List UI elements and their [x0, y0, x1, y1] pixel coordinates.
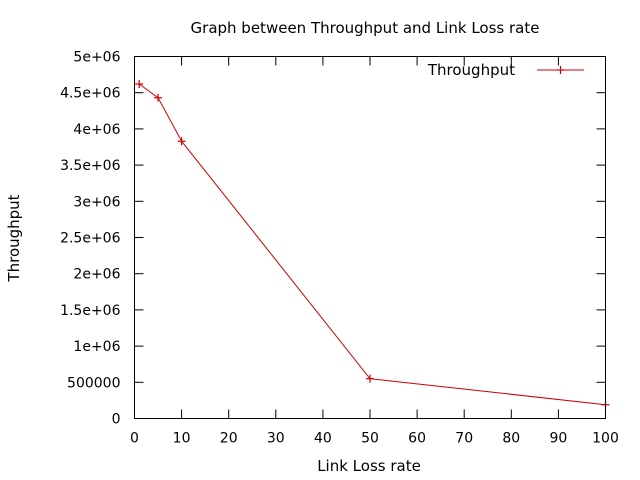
x-tick-label: 70	[455, 431, 473, 447]
x-tick-label: 0	[130, 431, 139, 447]
data-point-marker	[177, 137, 186, 146]
y-tick-label: 0	[112, 412, 121, 428]
y-tick-label: 2e+06	[73, 267, 120, 283]
legend-label-throughput: Throughput	[427, 61, 515, 79]
y-axis-label: Throughput	[5, 194, 23, 282]
chart-title: Graph between Throughput and Link Loss r…	[191, 19, 540, 37]
series-line-throughput	[138, 83, 606, 406]
data-point-marker	[154, 93, 163, 102]
data-point-marker	[135, 80, 144, 89]
ticks-layer: 0 10 20 30 40 50 60 70 80 90 100 0 500000 1e+06 1.5e+0…	[60, 50, 619, 447]
y-tick-label: 3e+06	[73, 194, 120, 210]
x-tick-label: 10	[173, 431, 191, 447]
x-tick-label: 40	[314, 431, 332, 447]
y-tick-label: 1e+06	[73, 339, 120, 355]
legend: Throughput	[427, 61, 584, 79]
x-tick-label: 30	[267, 431, 285, 447]
data-point-marker	[366, 374, 374, 383]
series-layer	[135, 80, 610, 409]
y-tick-label: 1.5e+06	[60, 303, 121, 319]
y-tick-label: 2.5e+06	[60, 231, 121, 247]
x-tick-label: 80	[502, 431, 520, 447]
x-tick-label: 90	[549, 431, 567, 447]
y-tick-label: 5e+06	[73, 50, 120, 66]
y-tick-label: 4e+06	[73, 122, 120, 138]
y-tick-label: 3.5e+06	[60, 158, 121, 174]
x-tick-label: 50	[361, 431, 379, 447]
x-tick-label: 100	[592, 431, 619, 447]
x-tick-label: 20	[220, 431, 238, 447]
y-tick-label: 4.5e+06	[60, 86, 121, 102]
y-tick-label: 500000	[67, 375, 120, 391]
legend-sample-throughput	[537, 66, 584, 74]
x-tick-label: 60	[408, 431, 426, 447]
plot-frame	[134, 56, 606, 419]
x-axis-label: Link Loss rate	[317, 457, 421, 475]
